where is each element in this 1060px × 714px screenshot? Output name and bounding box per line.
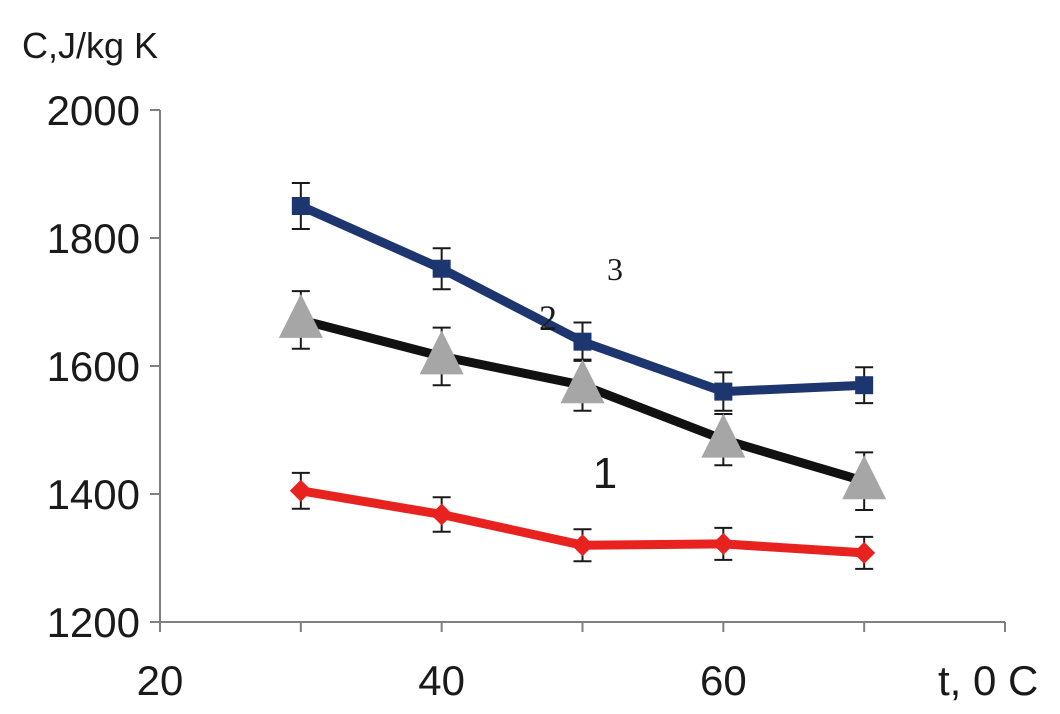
series-2-point <box>701 413 746 458</box>
series-1-point <box>571 534 594 557</box>
series-labels: 1 2 3 <box>539 251 623 498</box>
series-3-point <box>855 376 874 395</box>
series-1-point <box>712 532 735 555</box>
series-2-label: 2 <box>539 298 557 338</box>
y-tick-label: 1400 <box>47 471 140 518</box>
series-2-point <box>419 330 464 375</box>
x-axis-title: t, 0 C <box>938 657 1038 704</box>
series-1-point <box>289 479 312 502</box>
y-tick-label: 1800 <box>47 215 140 262</box>
series-3-point <box>714 382 733 401</box>
series-1-point <box>430 503 453 526</box>
x-tick-label: 20 <box>137 657 184 704</box>
y-tick-label: 1600 <box>47 343 140 390</box>
x-tick-label: 60 <box>700 657 747 704</box>
series-1-point <box>853 541 876 564</box>
series-3-label: 3 <box>607 251 623 287</box>
y-tick-label: 1200 <box>47 599 140 646</box>
y-axis-title: C,J/kg K <box>22 25 158 66</box>
series-2-point <box>278 293 323 338</box>
series-2-point <box>560 359 605 404</box>
axes: 1200 1400 1600 1800 2000 20 40 60 <box>47 87 1006 704</box>
series-2-point <box>842 455 887 500</box>
markers <box>278 197 887 564</box>
x-tick-label: 40 <box>418 657 465 704</box>
series-3-point <box>432 259 451 278</box>
y-tick-label: 2000 <box>47 87 140 134</box>
series-1-label: 1 <box>593 449 617 498</box>
series-3-point <box>291 197 310 215</box>
series-3-point <box>573 332 592 351</box>
